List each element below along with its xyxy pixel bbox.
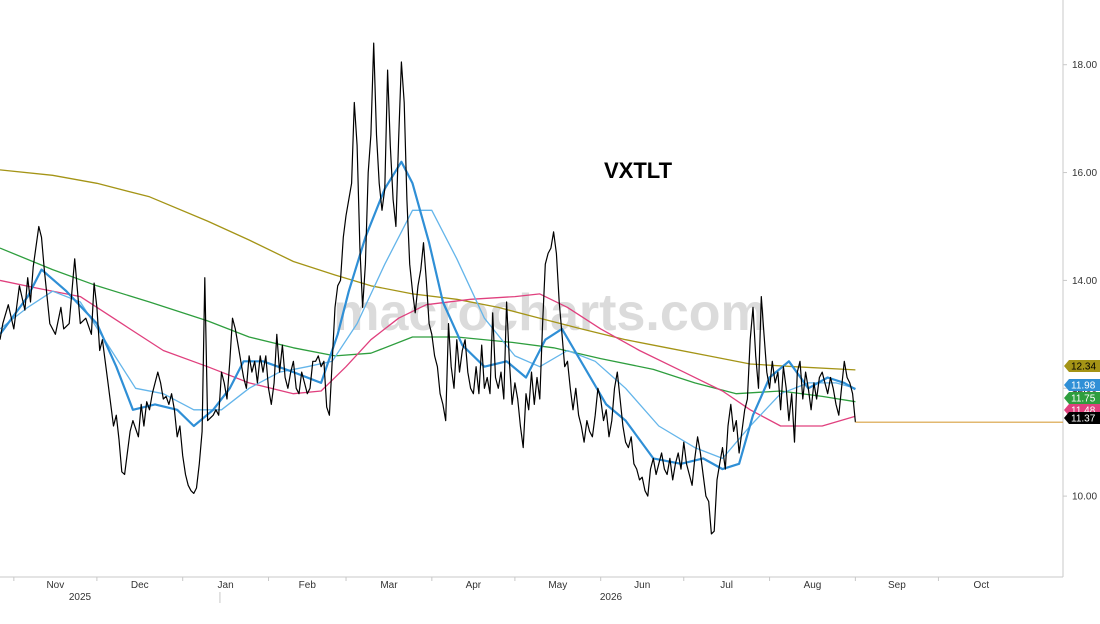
x-tick-label-month: May [548, 580, 567, 591]
x-tick-label-month: Jul [720, 580, 733, 591]
watermark-layer: macrocharts.com [333, 284, 767, 342]
y-tick-label: 14.00 [1072, 276, 1097, 287]
series-line-ma-short [0, 160, 856, 471]
series-layer [0, 42, 1063, 535]
x-tick-label-month: Sep [888, 580, 906, 591]
series-line-price [0, 42, 856, 535]
x-tick-label-month: Apr [466, 580, 482, 591]
x-tick-label-month: Nov [46, 580, 64, 591]
value-tag-label: 11.48 [1071, 406, 1096, 417]
y-tick-label: 16.00 [1072, 168, 1097, 179]
value-tag-price [1064, 412, 1100, 424]
series-line-ma-100 [0, 279, 856, 427]
x-tick-label-month: Oct [974, 580, 990, 591]
y-tick-label: 10.00 [1072, 492, 1097, 503]
value-tag-label: 12.34 [1071, 362, 1096, 373]
x-tick-label-month: Mar [380, 580, 398, 591]
x-tick-label-month: Jan [218, 580, 234, 591]
x-tick-label-month: Feb [299, 580, 317, 591]
x-year-label: 2025 [69, 592, 92, 603]
series-line-ma-200 [0, 169, 856, 371]
value-tag-label: 11.75 [1071, 394, 1096, 405]
series-line-ma-medium [0, 209, 856, 460]
value-tag-ma-200 [1064, 360, 1100, 372]
value-tag-ma-short [1064, 379, 1100, 391]
watermark-text: macrocharts.com [333, 284, 767, 342]
chart-title: VXTLT [604, 158, 673, 183]
x-tick-label-month: Dec [131, 580, 149, 591]
value-tag-label: 11.37 [1071, 414, 1096, 425]
value-tag-ma-150 [1064, 392, 1100, 404]
x-tick-label-month: Aug [804, 580, 822, 591]
value-tag-label: 11.98 [1071, 381, 1096, 392]
y-tick-label: 18.00 [1072, 60, 1097, 71]
series-line-ma-150 [0, 247, 856, 403]
x-year-label: 2026 [600, 592, 623, 603]
x-tick-label-month: Jun [634, 580, 650, 591]
